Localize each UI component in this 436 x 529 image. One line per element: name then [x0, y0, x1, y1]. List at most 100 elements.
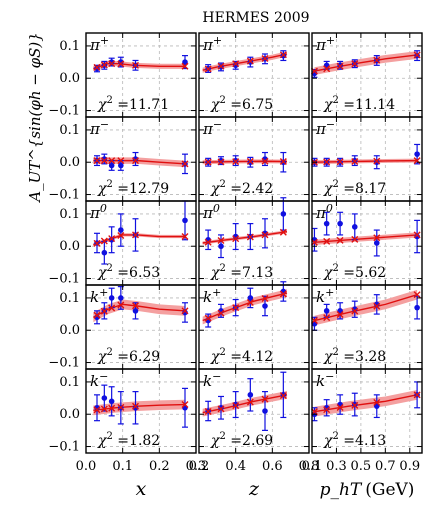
fit-marker — [336, 62, 344, 70]
fit-marker — [279, 158, 287, 166]
fit-marker — [246, 57, 254, 65]
hadron-label: π+ — [202, 34, 222, 54]
chi2-symbol: χ — [97, 265, 108, 281]
data-marker — [118, 162, 124, 169]
fit-marker — [93, 63, 101, 71]
fit-marker — [261, 55, 269, 63]
fit-line — [202, 292, 288, 322]
x-axis-var: z — [248, 478, 260, 500]
fit-marker — [261, 157, 269, 165]
data-point — [336, 211, 344, 244]
data-point — [93, 310, 101, 325]
hadron-label: k+ — [316, 286, 334, 306]
fit-marker — [132, 231, 139, 239]
hadron-symbol: π — [202, 36, 214, 54]
chi2-symbol: χ — [323, 97, 334, 113]
fit-line — [202, 230, 288, 244]
hadron-label: π− — [89, 118, 109, 138]
data-point — [413, 219, 421, 254]
x-tick-label: 0.3 — [186, 459, 207, 474]
data-point — [93, 232, 101, 254]
chi2-value: =6.53 — [113, 265, 160, 281]
chi2-exponent: 2 — [332, 431, 338, 442]
data-point — [100, 302, 108, 320]
data-point — [117, 56, 125, 68]
y-tick-label: 0.0 — [59, 155, 80, 170]
data-point — [279, 281, 287, 302]
hadron-label: k− — [316, 370, 334, 390]
data-marker — [337, 220, 343, 227]
fit-marker — [100, 307, 108, 315]
data-point — [373, 394, 381, 419]
data-point — [181, 387, 189, 428]
chi2-label: χ2 =2.69 — [210, 431, 273, 449]
fit-marker — [232, 60, 240, 68]
fit-marker — [336, 310, 344, 318]
x-tick-label: 0.1 — [302, 459, 323, 474]
fit-marker — [261, 231, 269, 239]
chi2-exponent: 2 — [332, 95, 338, 106]
x-axis-var: x — [136, 478, 147, 500]
data-marker — [218, 243, 224, 250]
data-point — [373, 155, 381, 170]
fit-line — [314, 394, 418, 413]
y-tick-label: −0.1 — [48, 188, 80, 203]
chi2-exponent: 2 — [106, 431, 112, 442]
hadron-charge: + — [99, 286, 108, 299]
chi2-symbol: χ — [323, 433, 334, 449]
fit-marker — [261, 294, 269, 302]
data-point — [108, 287, 116, 312]
data-point — [261, 391, 269, 431]
fit-marker — [351, 307, 359, 315]
x-axis-label-z: z — [248, 478, 260, 500]
fit-marker — [132, 402, 139, 410]
chi2-exponent: 2 — [219, 347, 225, 358]
y-axis-label: A_UT^{sin(φh − φS)} — [26, 32, 44, 204]
hadron-label: k− — [203, 370, 221, 390]
fit-marker — [373, 302, 381, 310]
fit-marker — [117, 157, 125, 165]
fit-marker — [413, 231, 421, 239]
hadron-label: π− — [202, 118, 222, 138]
data-point — [246, 56, 254, 68]
data-point — [108, 57, 116, 68]
data-point — [217, 62, 225, 72]
data-point — [93, 63, 101, 73]
fit-marker — [323, 65, 331, 73]
data-marker — [373, 240, 380, 246]
data-point — [323, 399, 331, 417]
x-tick-label: 0.2 — [149, 459, 170, 474]
data-point — [108, 386, 116, 417]
data-point — [232, 223, 240, 251]
chi2-label: χ2 =4.12 — [210, 347, 273, 365]
chi2-exponent: 2 — [332, 263, 338, 274]
fit-marker — [204, 158, 212, 166]
chi2-exponent: 2 — [332, 179, 338, 190]
data-point — [336, 157, 344, 167]
fit-marker — [108, 60, 116, 68]
data-point — [246, 223, 254, 251]
y-tick-label: 0.0 — [59, 239, 80, 254]
data-point — [261, 294, 269, 317]
panel-frame — [311, 368, 423, 454]
data-point — [181, 153, 189, 175]
y-tick-label: −0.1 — [48, 440, 80, 455]
hadron-charge: + — [325, 286, 334, 299]
chi2-exponent: 2 — [106, 347, 112, 358]
fit-marker — [217, 237, 225, 245]
chi2-value: =2.42 — [226, 181, 273, 197]
data-point — [100, 153, 108, 165]
data-point — [117, 391, 125, 425]
fit-marker — [100, 237, 108, 245]
hadron-label: π+ — [89, 34, 109, 54]
chi2-label: χ2 =2.42 — [210, 179, 273, 197]
chi2-exponent: 2 — [219, 263, 225, 274]
data-point — [117, 286, 125, 310]
data-point — [413, 291, 421, 320]
hadron-charge: − — [325, 370, 334, 383]
chi2-symbol: χ — [210, 265, 221, 281]
hadron-charge: 0 — [100, 202, 107, 215]
data-point — [323, 157, 331, 167]
fit-marker — [232, 235, 240, 243]
